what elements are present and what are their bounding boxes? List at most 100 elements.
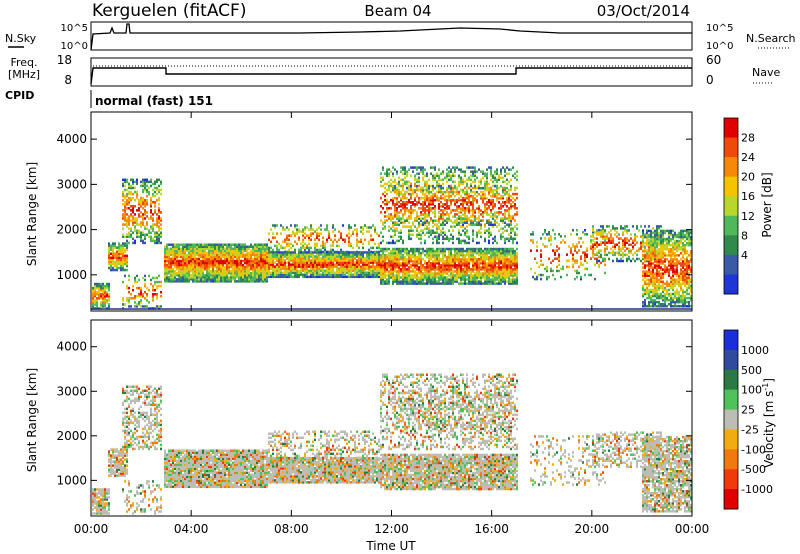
backscatter-cell	[444, 268, 446, 271]
backscatter-cell	[132, 196, 134, 200]
backscatter-cell	[224, 257, 226, 261]
backscatter-cell	[134, 190, 136, 194]
backscatter-cell	[444, 270, 446, 273]
backscatter-cell	[234, 267, 236, 271]
backscatter-cell	[270, 228, 272, 231]
backscatter-cell	[146, 233, 148, 237]
backscatter-cell	[422, 264, 424, 267]
backscatter-cell	[160, 182, 162, 186]
backscatter-cell	[286, 226, 288, 229]
backscatter-cell	[492, 184, 494, 188]
backscatter-cell	[216, 263, 218, 267]
backscatter-cell	[188, 273, 190, 277]
backscatter-cell	[488, 200, 490, 204]
backscatter-cell	[464, 280, 466, 283]
backscatter-cell	[112, 250, 114, 253]
backscatter-cell	[444, 213, 446, 216]
backscatter-cell	[174, 261, 176, 265]
backscatter-cell	[178, 265, 180, 269]
backscatter-cell	[444, 203, 446, 206]
backscatter-cell	[428, 178, 430, 182]
backscatter-cell	[254, 267, 256, 271]
backscatter-cell	[468, 278, 470, 281]
backscatter-cell	[430, 219, 432, 222]
backscatter-cell	[294, 255, 296, 258]
backscatter-cell	[354, 251, 356, 254]
backscatter-cell	[492, 257, 494, 261]
backscatter-cell	[238, 257, 240, 261]
backscatter-cell	[368, 263, 370, 266]
backscatter-cell	[478, 276, 480, 279]
backscatter-cell	[300, 255, 302, 258]
backscatter-cell	[432, 197, 434, 200]
backscatter-cell	[448, 280, 450, 283]
backscatter-cell	[284, 253, 286, 256]
backscatter-cell	[484, 195, 486, 198]
backscatter-cell	[198, 263, 200, 267]
backscatter-cell	[416, 166, 418, 169]
backscatter-cell	[458, 249, 460, 253]
backscatter-cell	[396, 251, 398, 255]
backscatter-cell	[402, 182, 404, 186]
backscatter-cell	[168, 280, 170, 283]
backscatter-cell	[198, 273, 200, 277]
backscatter-cell	[460, 241, 462, 245]
backscatter-cell	[422, 251, 424, 255]
backscatter-cell	[176, 273, 178, 277]
backscatter-cell	[340, 232, 342, 235]
backscatter-cell	[410, 182, 412, 186]
backscatter-cell	[340, 267, 342, 270]
backscatter-cell	[460, 176, 462, 180]
backscatter-cell	[448, 239, 450, 243]
backscatter-cell	[440, 184, 442, 188]
backscatter-cell	[488, 192, 490, 196]
backscatter-cell	[426, 249, 428, 253]
backscatter-cell	[178, 243, 180, 246]
backscatter-cell	[484, 211, 486, 214]
backscatter-cell	[460, 209, 462, 212]
backscatter-cell	[264, 276, 266, 279]
backscatter-cell	[398, 184, 400, 188]
backscatter-cell	[448, 253, 450, 257]
backscatter-cell	[418, 215, 420, 218]
backscatter-cell	[394, 264, 396, 267]
backscatter-cell	[432, 176, 434, 180]
backscatter-cell	[136, 233, 138, 237]
backscatter-cell	[264, 265, 266, 269]
backscatter-cell	[424, 211, 426, 214]
backscatter-cell	[358, 253, 360, 256]
backscatter-cell	[338, 257, 340, 260]
backscatter-cell	[498, 178, 500, 182]
backscatter-cell	[118, 262, 120, 266]
backscatter-cell	[364, 271, 366, 275]
backscatter-cell	[186, 243, 188, 246]
backscatter-cell	[462, 170, 464, 173]
backscatter-cell	[462, 178, 464, 182]
backscatter-cell	[256, 271, 258, 275]
backscatter-cell	[216, 251, 218, 255]
backscatter-cell	[184, 253, 186, 257]
backscatter-cell	[306, 271, 308, 275]
backscatter-cell	[180, 251, 182, 255]
backscatter-cell	[196, 276, 198, 279]
backscatter-cell	[196, 249, 198, 253]
backscatter-cell	[302, 265, 304, 268]
backscatter-cell	[492, 191, 494, 194]
backscatter-cell	[260, 263, 262, 267]
backscatter-cell	[438, 215, 440, 218]
backscatter-cell	[500, 237, 502, 241]
backscatter-cell	[414, 272, 416, 275]
backscatter-cell	[428, 188, 430, 192]
backscatter-cell	[250, 261, 252, 265]
backscatter-cell	[344, 240, 346, 244]
backscatter-cell	[308, 255, 310, 258]
backscatter-cell	[398, 272, 400, 275]
backscatter-cell	[408, 255, 410, 259]
backscatter-cell	[386, 247, 388, 251]
backscatter-cell	[138, 200, 140, 204]
backscatter-cell	[440, 178, 442, 182]
backscatter-cell	[382, 168, 384, 171]
backscatter-cell	[502, 270, 504, 273]
backscatter-cell	[358, 269, 360, 272]
backscatter-cell	[468, 211, 470, 214]
